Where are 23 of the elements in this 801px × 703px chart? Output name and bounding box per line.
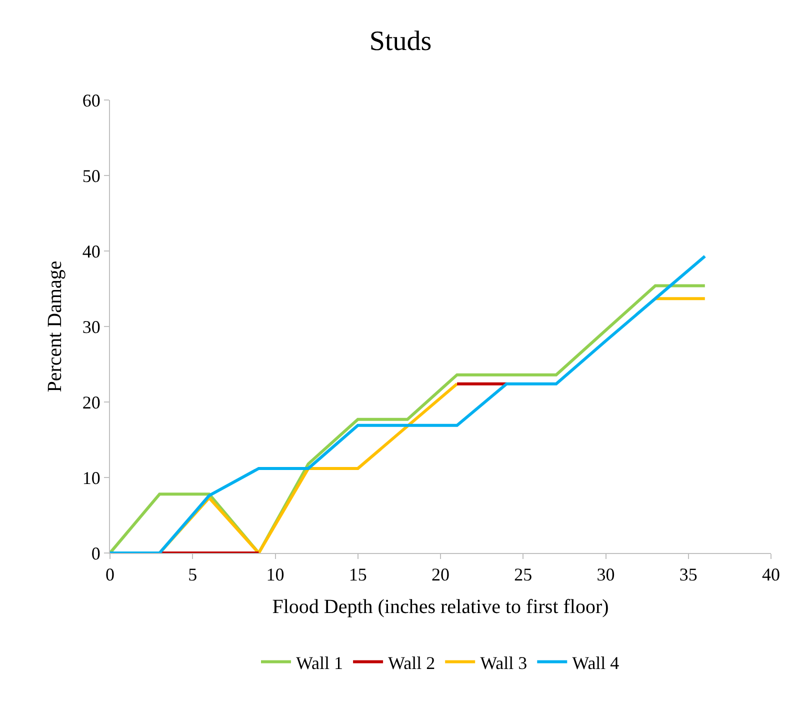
y-tick-label: 40 <box>82 241 100 262</box>
y-tick-label: 60 <box>82 90 100 110</box>
x-axis-title: Flood Depth (inches relative to first floor) <box>272 596 609 618</box>
x-tick-label: 35 <box>679 564 698 585</box>
y-tick-label: 0 <box>91 543 100 564</box>
x-tick-label: 5 <box>188 564 198 585</box>
y-tick-label: 50 <box>82 166 100 186</box>
y-tick-label: 30 <box>82 316 100 337</box>
y-axis-title: Percent Damage <box>44 260 66 392</box>
legend-label: Wall 2 <box>388 652 436 673</box>
chart-title: Studs <box>369 26 432 57</box>
legend-label: Wall 4 <box>572 652 620 673</box>
x-tick-label: 15 <box>348 564 367 585</box>
y-tick-label: 10 <box>82 468 100 488</box>
legend-label: Wall 3 <box>480 652 528 673</box>
x-tick-label: 0 <box>106 564 114 585</box>
x-tick-label: 20 <box>432 564 450 585</box>
x-tick-label: 40 <box>762 564 780 585</box>
y-tick-label: 20 <box>82 392 100 412</box>
legend-label: Wall 1 <box>296 652 344 673</box>
x-tick-label: 10 <box>266 564 284 585</box>
x-tick-label: 30 <box>596 564 615 585</box>
x-tick-label: 25 <box>514 564 532 585</box>
